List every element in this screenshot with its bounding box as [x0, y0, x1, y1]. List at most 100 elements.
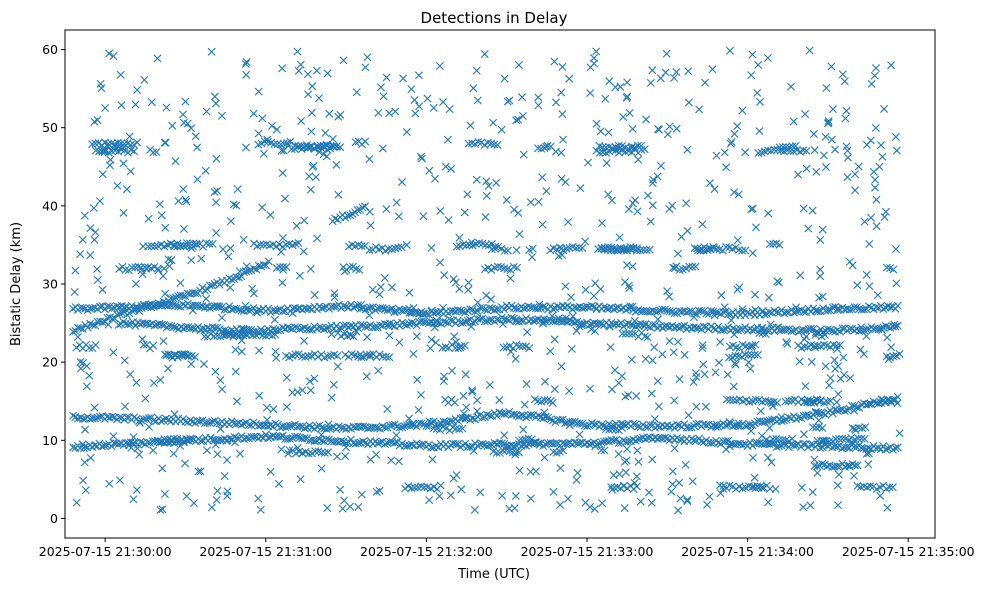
data-point [475, 239, 484, 248]
data-point [257, 262, 266, 271]
data-point [225, 434, 234, 443]
data-point [527, 410, 536, 419]
data-point [823, 442, 832, 450]
data-point [534, 304, 543, 313]
data-point [745, 397, 754, 406]
data-point [684, 411, 693, 420]
data-point [179, 225, 188, 233]
data-point [122, 185, 131, 194]
data-point [895, 349, 904, 358]
data-point [683, 226, 692, 235]
data-point [115, 476, 124, 485]
data-point [311, 173, 320, 182]
data-point [861, 423, 870, 432]
data-point [160, 264, 169, 273]
data-point [500, 409, 509, 418]
data-point [618, 372, 626, 381]
data-point [76, 250, 85, 259]
data-point [893, 399, 902, 408]
data-point [487, 245, 496, 254]
data-point [684, 67, 693, 76]
data-point [870, 71, 879, 80]
data-point [252, 327, 261, 336]
data-point [886, 303, 895, 312]
data-point [500, 431, 509, 440]
data-point [585, 321, 594, 330]
data-point [842, 443, 851, 452]
data-point [484, 181, 493, 190]
data-point [359, 437, 368, 446]
data-point [563, 494, 572, 503]
data-point [252, 265, 261, 274]
data-point [524, 439, 533, 448]
data-point [169, 322, 178, 331]
data-point [131, 100, 140, 109]
data-point [422, 421, 431, 430]
data-point [480, 305, 489, 314]
data-point [498, 320, 507, 329]
data-point [337, 423, 346, 432]
data-point [388, 421, 397, 430]
data-point [179, 291, 188, 300]
data-point [550, 57, 559, 66]
data-point [269, 405, 278, 414]
data-point [452, 424, 461, 433]
data-point [529, 303, 538, 312]
data-point [391, 244, 400, 253]
data-point [711, 422, 720, 431]
data-point [82, 362, 91, 371]
data-point [769, 239, 778, 248]
data-point [378, 422, 387, 431]
data-point [598, 148, 607, 157]
data-point [773, 277, 782, 286]
data-point [727, 138, 736, 146]
data-point [848, 460, 857, 469]
data-point [264, 257, 273, 266]
data-point [212, 495, 221, 504]
data-point [688, 477, 697, 486]
data-point [207, 503, 216, 512]
data-point [407, 318, 416, 327]
data-point [239, 235, 248, 244]
data-point [76, 364, 85, 373]
data-point [590, 420, 599, 429]
data-point [812, 423, 821, 432]
data-point [313, 234, 322, 243]
data-point [181, 97, 190, 106]
data-point [162, 323, 171, 332]
data-point [660, 433, 669, 442]
data-point [327, 330, 336, 339]
data-point [741, 246, 750, 255]
data-point [361, 305, 370, 314]
data-point [93, 276, 102, 285]
data-point [397, 243, 406, 252]
data-point [624, 304, 633, 313]
data-point [346, 322, 355, 330]
data-point [534, 197, 543, 206]
data-point [612, 303, 621, 312]
data-point [308, 423, 316, 432]
data-point [860, 434, 869, 443]
data-point [614, 141, 623, 150]
data-point [734, 246, 743, 255]
data-point [109, 432, 118, 441]
data-point [699, 322, 708, 331]
data-point [676, 494, 685, 503]
data-point [300, 336, 309, 345]
data-point [647, 389, 656, 398]
data-point [317, 448, 326, 457]
data-point [667, 487, 676, 496]
data-point [277, 247, 286, 256]
data-point [581, 498, 590, 507]
data-point [256, 240, 265, 249]
data-point [431, 174, 439, 183]
data-point [633, 446, 642, 455]
data-point [661, 68, 670, 77]
data-point [833, 462, 842, 471]
data-point [741, 323, 750, 332]
data-point [765, 440, 774, 449]
data-point [834, 390, 843, 399]
data-point [242, 70, 251, 79]
data-point [766, 397, 775, 406]
data-point [160, 490, 169, 498]
